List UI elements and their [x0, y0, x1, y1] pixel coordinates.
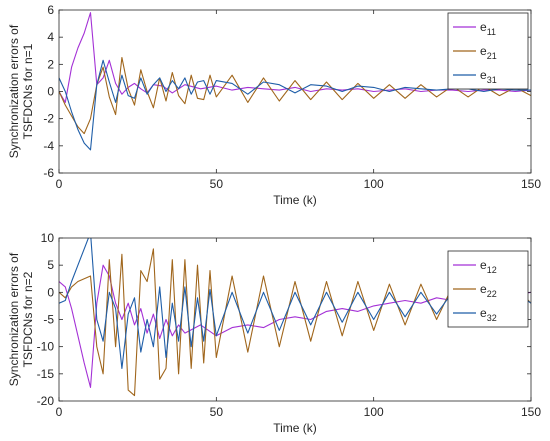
y-axis-label: Synchronization errors ofTSFDCNs for n=1 — [7, 24, 35, 158]
y-tick-label: 6 — [47, 3, 54, 17]
y-tick-label: -5 — [43, 313, 54, 327]
legend-label-sub: 22 — [487, 289, 497, 299]
x-tick-label: 100 — [364, 405, 384, 419]
y-tick-label: 0 — [47, 285, 54, 299]
y-tick-label: 5 — [47, 258, 54, 272]
y-tick-label: -20 — [37, 394, 55, 408]
y-tick-label: -10 — [37, 340, 55, 354]
legend-label-sub: 31 — [487, 75, 497, 85]
x-tick-label: 150 — [521, 177, 541, 191]
x-tick-label: 150 — [521, 405, 541, 419]
y-tick-label: -6 — [43, 166, 54, 180]
legend-label-sub: 11 — [487, 27, 496, 37]
x-tick-label: 50 — [210, 405, 224, 419]
y-tick-label: 2 — [47, 57, 54, 71]
y-axis-label-line: TSFDCNs for n=2 — [21, 271, 35, 367]
x-tick-label: 0 — [56, 177, 63, 191]
y-axis-label-line: Synchronization errors of — [7, 252, 21, 386]
legend-label-sub: 12 — [487, 265, 497, 275]
y-tick-label: -15 — [37, 367, 55, 381]
y-tick-label: -4 — [43, 139, 54, 153]
y-tick-label: 10 — [41, 231, 55, 245]
x-tick-label: 0 — [56, 405, 63, 419]
y-axis-label-line: Synchronization errors of — [7, 24, 21, 158]
x-axis-label: Time (k) — [273, 421, 317, 435]
x-axis-label: Time (k) — [273, 193, 317, 207]
y-axis-label: Synchronization errors ofTSFDCNs for n=2 — [7, 252, 35, 386]
y-tick-label: 4 — [47, 30, 54, 44]
legend-label-sub: 21 — [487, 51, 497, 61]
x-tick-label: 50 — [210, 177, 224, 191]
x-tick-label: 100 — [364, 177, 384, 191]
y-tick-label: 0 — [47, 85, 54, 99]
legend-label-sub: 32 — [487, 313, 497, 323]
y-axis-label-line: TSFDCNs for n=1 — [21, 43, 35, 139]
y-tick-label: -2 — [43, 112, 54, 126]
